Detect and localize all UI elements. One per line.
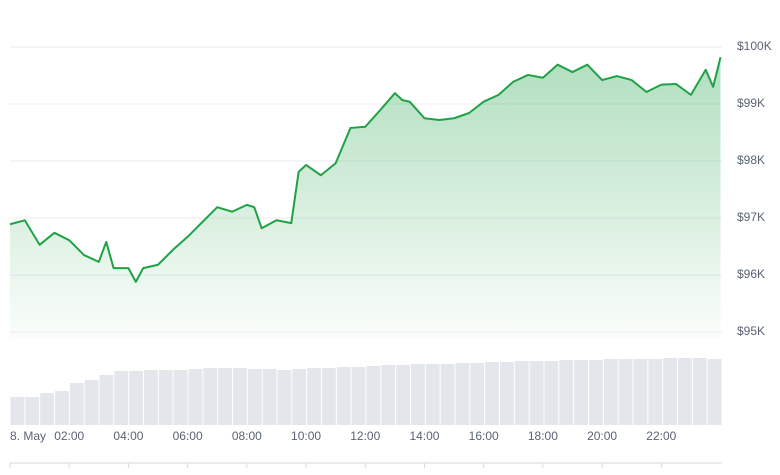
volume-bar bbox=[55, 391, 69, 425]
volume-bar bbox=[233, 368, 247, 425]
y-tick-label: $97K bbox=[737, 210, 765, 224]
volume-bar bbox=[425, 364, 440, 425]
volume-bar bbox=[40, 393, 54, 425]
price-line bbox=[9, 57, 722, 283]
y-tick-label: $96K bbox=[737, 267, 765, 281]
volume-bar bbox=[440, 364, 455, 425]
volume-bar bbox=[351, 367, 366, 425]
volume-bar bbox=[514, 361, 529, 425]
volume-bar bbox=[485, 362, 499, 425]
volume-bar bbox=[173, 370, 188, 425]
volume-bar bbox=[158, 370, 173, 425]
x-tick-label: 20:00 bbox=[587, 429, 617, 443]
volume-bar bbox=[336, 367, 351, 425]
volume-bar bbox=[99, 375, 114, 425]
volume-bar bbox=[144, 370, 158, 425]
volume-bar bbox=[188, 369, 203, 425]
volume-bar bbox=[663, 358, 677, 425]
volume-bar bbox=[396, 365, 410, 425]
volume-bar bbox=[544, 361, 559, 425]
volume-bar bbox=[25, 397, 40, 425]
volume-bar bbox=[633, 359, 648, 425]
x-tick-label: 22:00 bbox=[646, 429, 676, 443]
volume-bar bbox=[603, 359, 618, 425]
volume-bar bbox=[307, 368, 321, 425]
volume-bar bbox=[129, 371, 143, 425]
volume-bar bbox=[574, 360, 588, 425]
y-tick-label: $98K bbox=[737, 153, 765, 167]
volume-bar bbox=[277, 370, 292, 425]
volume-bar bbox=[218, 368, 232, 425]
volume-bar bbox=[381, 365, 396, 425]
volume-bar bbox=[455, 363, 470, 425]
x-tick-label: 10:00 bbox=[291, 429, 321, 443]
volume-bar bbox=[84, 380, 99, 425]
volume-bar bbox=[707, 359, 722, 425]
volume-bar bbox=[10, 397, 25, 425]
y-tick-label: $95K bbox=[737, 324, 765, 338]
volume-bar bbox=[292, 369, 307, 425]
x-tick-label: 18:00 bbox=[528, 429, 558, 443]
volume-bar bbox=[678, 358, 692, 425]
volume-bar bbox=[262, 369, 277, 425]
x-tick-label: 06:00 bbox=[173, 429, 203, 443]
volume-bar bbox=[247, 369, 262, 425]
volume-bar bbox=[529, 361, 544, 425]
x-tick-label: 12:00 bbox=[350, 429, 380, 443]
volume-bar bbox=[692, 358, 707, 425]
x-tick-label: 8. May bbox=[10, 429, 46, 443]
x-tick-label: 08:00 bbox=[232, 429, 262, 443]
volume-bar bbox=[470, 363, 485, 425]
volume-bar bbox=[411, 364, 425, 425]
price-area bbox=[10, 57, 721, 338]
x-tick-label: 02:00 bbox=[54, 429, 84, 443]
volume-bar bbox=[366, 366, 381, 425]
x-tick-label: 04:00 bbox=[113, 429, 143, 443]
volume-bar bbox=[114, 371, 129, 425]
volume-bar bbox=[618, 359, 633, 425]
volume-bar bbox=[589, 360, 603, 425]
volume-bar bbox=[322, 368, 336, 425]
x-tick-label: 14:00 bbox=[409, 429, 439, 443]
volume-bar bbox=[203, 368, 218, 425]
volume-bar bbox=[559, 360, 574, 425]
volume-bar bbox=[500, 362, 514, 425]
x-tick-label: 16:00 bbox=[469, 429, 499, 443]
y-tick-label: $99K bbox=[737, 96, 765, 110]
y-tick-label: $100K bbox=[737, 39, 772, 53]
volume-bar bbox=[648, 359, 663, 425]
volume-bar bbox=[69, 383, 84, 425]
